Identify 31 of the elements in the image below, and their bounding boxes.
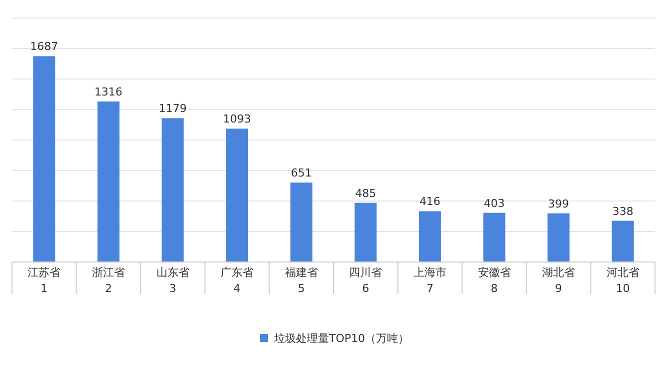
data-label: 1179: [158, 102, 187, 116]
bar: [162, 118, 184, 262]
bar: [97, 101, 120, 262]
x-tick-label: 广东省 4: [220, 266, 254, 295]
x-tick-label: 湖北省 9: [542, 266, 576, 295]
data-label: 338: [612, 204, 634, 218]
x-tick-label: 浙江省 2: [92, 266, 125, 295]
bar: [418, 211, 441, 262]
data-label: 1316: [94, 85, 122, 98]
x-tick-label: 上海市 7: [413, 266, 446, 295]
bar: [290, 182, 312, 262]
bar: [354, 202, 377, 262]
bar: [548, 213, 570, 262]
bar: [33, 56, 56, 262]
x-tick-label: 安徽省 8: [478, 266, 511, 295]
legend: 垃圾处理量TOP10（万吨）: [260, 332, 409, 345]
bar: [226, 128, 248, 262]
x-tick-label: 福建省 5: [284, 266, 318, 295]
x-tick-label: 江苏省 1: [28, 266, 61, 295]
bar: [483, 212, 506, 262]
data-label: 403: [484, 196, 505, 210]
x-tick-label: 河北省 10: [606, 266, 640, 295]
data-label: 416: [419, 195, 440, 208]
data-label: 399: [548, 197, 570, 210]
data-label: 485: [355, 186, 376, 200]
data-label: 1093: [223, 112, 252, 126]
bar: [612, 220, 634, 262]
data-label: 1687: [30, 40, 58, 54]
data-label: 651: [290, 166, 312, 180]
x-tick-label: 山东省 3: [156, 266, 190, 295]
x-tick-label: 四川省 6: [349, 266, 382, 295]
